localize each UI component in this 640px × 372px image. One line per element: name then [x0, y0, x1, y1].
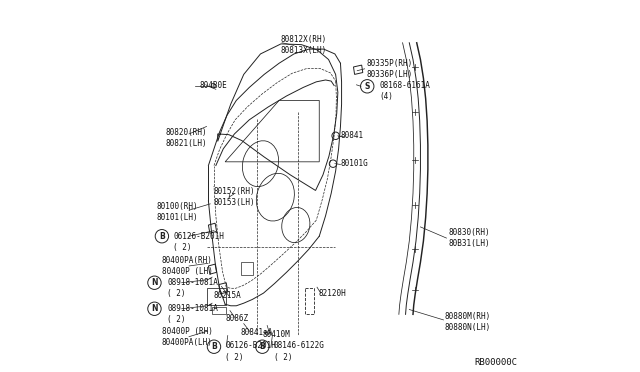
- Text: 804B0E: 804B0E: [199, 81, 227, 90]
- Text: 08918-1081A
( 2): 08918-1081A ( 2): [168, 304, 218, 324]
- Text: 80841+A: 80841+A: [240, 328, 273, 337]
- Text: 80100(RH)
80101(LH): 80100(RH) 80101(LH): [156, 202, 198, 222]
- Text: S: S: [365, 82, 370, 91]
- Text: 80215A: 80215A: [214, 291, 242, 300]
- Text: 80101G: 80101G: [340, 159, 368, 168]
- Text: 80820(RH)
80821(LH): 80820(RH) 80821(LH): [166, 128, 207, 148]
- Text: RB00000C: RB00000C: [474, 358, 517, 367]
- Text: 80410M: 80410M: [262, 330, 290, 339]
- Text: 80400PA(RH)
80400P (LH): 80400PA(RH) 80400P (LH): [162, 256, 212, 276]
- Text: N: N: [151, 304, 157, 313]
- Text: 08168-6161A
(4): 08168-6161A (4): [380, 81, 430, 101]
- Text: 80152(RH)
80153(LH): 80152(RH) 80153(LH): [214, 187, 255, 207]
- Text: 82120H: 82120H: [318, 289, 346, 298]
- Text: 80400P (RH)
80400PA(LH): 80400P (RH) 80400PA(LH): [162, 327, 212, 347]
- Circle shape: [211, 83, 216, 88]
- Text: N: N: [151, 278, 157, 287]
- Text: B: B: [211, 342, 217, 351]
- Text: 80335P(RH)
80336P(LH): 80335P(RH) 80336P(LH): [367, 59, 413, 79]
- Text: 8086Z: 8086Z: [225, 314, 248, 323]
- Text: 06126-B201H
( 2): 06126-B201H ( 2): [225, 341, 276, 362]
- Text: B: B: [159, 232, 164, 241]
- Text: 80880M(RH)
80880N(LH): 80880M(RH) 80880N(LH): [445, 312, 491, 332]
- Text: 06126-B201H
( 2): 06126-B201H ( 2): [173, 232, 224, 252]
- Text: 80812X(RH)
80813X(LH): 80812X(RH) 80813X(LH): [281, 35, 327, 55]
- Text: 80830(RH)
80B31(LH): 80830(RH) 80B31(LH): [449, 228, 490, 248]
- Text: 80841: 80841: [340, 131, 364, 140]
- Text: B: B: [259, 342, 265, 351]
- Text: 08146-6122G
( 2): 08146-6122G ( 2): [273, 341, 324, 362]
- Text: 08918-1081A
( 2): 08918-1081A ( 2): [168, 278, 218, 298]
